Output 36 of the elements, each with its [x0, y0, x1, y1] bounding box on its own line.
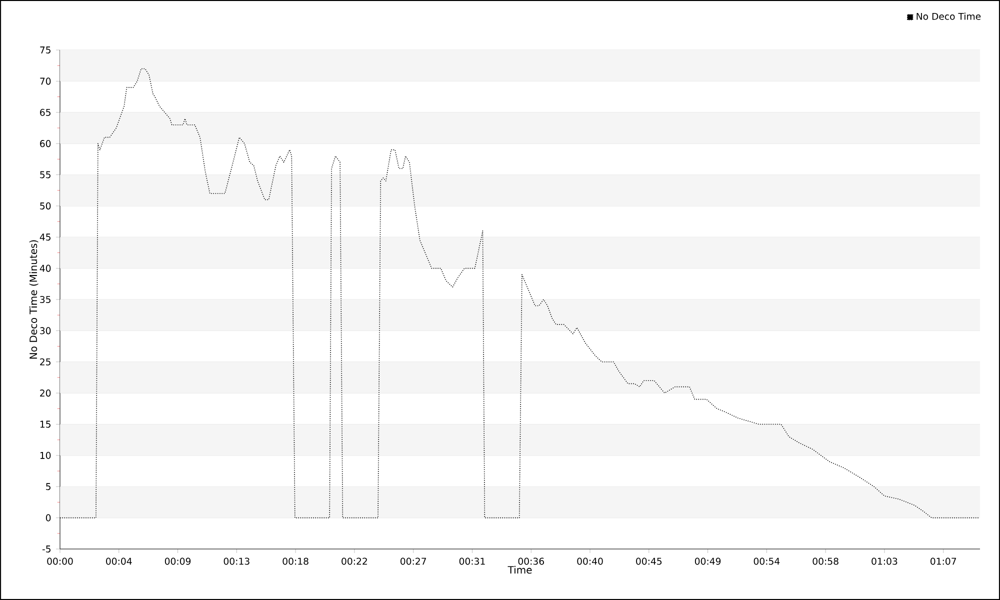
y-tick-label: 15 — [40, 420, 50, 428]
x-tick-label: 01:03 — [872, 558, 898, 565]
y-tick-label: 45 — [40, 234, 50, 241]
y-tick-label: 0 — [46, 514, 51, 522]
x-tick-label: 00:09 — [164, 558, 191, 565]
x-tick-label: 00:22 — [342, 558, 367, 565]
x-tick-label: 00:40 — [577, 558, 603, 565]
y-tick-label: 30 — [40, 327, 51, 334]
y-tick-label: 75 — [40, 46, 50, 54]
x-tick-label: 00:49 — [694, 558, 721, 565]
y-tick-label: 10 — [40, 452, 51, 459]
x-tick-label: 00:31 — [459, 558, 485, 565]
x-axis-title: Time — [508, 566, 532, 574]
legend-label: No Deco Time — [916, 12, 981, 20]
x-tick-label: 00:13 — [224, 558, 250, 565]
y-tick-label: 55 — [40, 171, 50, 178]
x-tick-label: 00:18 — [282, 558, 308, 565]
y-tick-label: 35 — [40, 296, 50, 304]
y-tick-label: -5 — [42, 546, 50, 552]
y-tick-label: 40 — [40, 264, 51, 272]
y-tick-label: 25 — [40, 358, 50, 366]
x-tick-label: 01:07 — [930, 558, 956, 565]
x-tick-label: 00:04 — [106, 558, 132, 565]
y-tick-label: 5 — [46, 483, 50, 490]
x-tick-label: 00:54 — [754, 558, 780, 565]
x-tick-label: 00:58 — [812, 558, 838, 565]
y-tick-label: 60 — [40, 140, 51, 148]
y-tick-label: 65 — [40, 108, 50, 116]
x-tick-label: 00:00 — [47, 558, 73, 565]
y-tick-label: 20 — [40, 390, 51, 397]
x-tick-label: 00:36 — [518, 558, 544, 565]
y-tick-label: 50 — [40, 202, 51, 210]
x-tick-label: 00:45 — [636, 558, 662, 565]
y-axis-title: No Deco Time (Minutes) — [29, 240, 38, 359]
y-tick-label: 70 — [40, 78, 51, 85]
x-tick-label: 00:27 — [400, 558, 426, 565]
